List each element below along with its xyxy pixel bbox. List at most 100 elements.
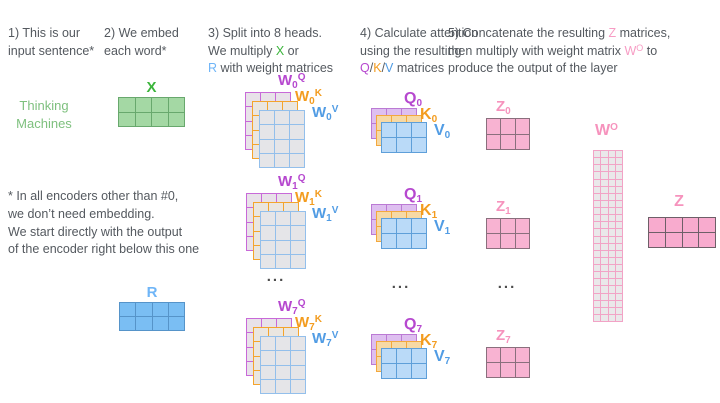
matrix-cell bbox=[608, 193, 615, 200]
matrix-cell bbox=[615, 250, 622, 257]
matrix-cell bbox=[501, 134, 515, 149]
matrix-cell bbox=[615, 222, 622, 229]
matrix-cell bbox=[291, 212, 305, 226]
matrix-cell bbox=[594, 200, 601, 207]
matrix-cell bbox=[397, 138, 411, 152]
matrix-cell bbox=[152, 112, 168, 126]
head-index: 0 bbox=[326, 112, 332, 123]
matrix-cell bbox=[601, 172, 608, 179]
w0-k-label: W0K bbox=[295, 88, 322, 107]
v7-label: V7 bbox=[434, 349, 450, 367]
matrix-cell bbox=[168, 98, 184, 112]
matrix-cell bbox=[594, 250, 601, 257]
step-2-caption: 2) We embed each word* bbox=[104, 8, 200, 60]
matrix-cell bbox=[615, 286, 622, 293]
matrix-cell bbox=[291, 226, 305, 240]
w-letter: W bbox=[278, 298, 293, 315]
k-letter: K bbox=[373, 60, 382, 75]
q1-label: Q1 bbox=[404, 186, 422, 205]
footnote-text: * In all encoders other than #0, we don’… bbox=[8, 189, 200, 257]
matrix-cell bbox=[615, 293, 622, 300]
matrix-cell bbox=[382, 123, 396, 137]
matrix-cell bbox=[608, 314, 615, 321]
x-matrix bbox=[118, 97, 185, 127]
matrix-cell bbox=[487, 234, 501, 248]
matrix-cell bbox=[261, 379, 275, 393]
o-sup: O bbox=[610, 122, 618, 133]
matrix-cell bbox=[515, 234, 529, 248]
k-sup: K bbox=[314, 88, 322, 99]
matrix-cell bbox=[601, 158, 608, 165]
matrix-cell bbox=[615, 272, 622, 279]
matrix-cell bbox=[601, 208, 608, 215]
matrix-cell bbox=[615, 158, 622, 165]
matrix-cell bbox=[136, 317, 152, 330]
w-letter: W bbox=[295, 88, 310, 105]
head-index: 0 bbox=[505, 106, 511, 117]
matrix-cell bbox=[601, 286, 608, 293]
w-letter: W bbox=[312, 330, 327, 347]
k-letter: K bbox=[420, 332, 432, 349]
r-letter: R bbox=[146, 284, 158, 301]
caption-text: with weight matrices bbox=[217, 60, 334, 75]
q7-label: Q7 bbox=[404, 317, 422, 335]
caption-text: to produce the output of the layer bbox=[448, 43, 658, 75]
v0-matrix bbox=[381, 122, 427, 153]
matrix-cell bbox=[615, 172, 622, 179]
matrix-cell bbox=[601, 222, 608, 229]
matrix-cell bbox=[119, 112, 135, 126]
matrix-cell bbox=[615, 229, 622, 236]
q-letter: Q bbox=[404, 90, 417, 107]
q-letter: Q bbox=[360, 60, 370, 75]
matrix-cell bbox=[601, 272, 608, 279]
q-sup: Q bbox=[297, 72, 306, 83]
matrix-cell bbox=[594, 265, 601, 272]
matrix-cell bbox=[291, 337, 305, 351]
matrix-cell bbox=[291, 240, 305, 254]
matrix-cell bbox=[608, 257, 615, 264]
matrix-cell bbox=[601, 179, 608, 186]
matrix-cell bbox=[412, 138, 426, 152]
matrix-cell bbox=[608, 179, 615, 186]
matrix-cell bbox=[608, 215, 615, 222]
matrix-cell bbox=[682, 233, 699, 247]
matrix-cell bbox=[501, 234, 515, 248]
x-letter: X bbox=[146, 79, 157, 96]
matrix-cell bbox=[594, 257, 601, 264]
k-letter: K bbox=[420, 106, 432, 123]
z-letter: Z bbox=[496, 198, 506, 215]
v-letter: V bbox=[434, 218, 445, 235]
matrix-cell bbox=[601, 236, 608, 243]
matrix-cell bbox=[382, 364, 396, 378]
matrix-cell bbox=[608, 186, 615, 193]
matrix-cell bbox=[608, 165, 615, 172]
matrix-cell bbox=[615, 179, 622, 186]
matrix-cell bbox=[608, 222, 615, 229]
matrix-cell bbox=[608, 172, 615, 179]
matrix-cell bbox=[487, 219, 501, 233]
w7-k-label: W7K bbox=[295, 315, 322, 333]
w1-q-label: W1Q bbox=[278, 174, 306, 192]
matrix-cell bbox=[615, 243, 622, 250]
matrix-cell bbox=[291, 351, 305, 365]
matrix-cell bbox=[615, 200, 622, 207]
matrix-cell bbox=[397, 219, 411, 233]
ellipsis-qkv-column: ... bbox=[391, 275, 411, 292]
matrix-cell bbox=[276, 240, 290, 254]
ellipsis-z-column: ... bbox=[497, 275, 517, 292]
matrix-cell bbox=[601, 165, 608, 172]
matrix-cell bbox=[601, 257, 608, 264]
matrix-cell bbox=[608, 286, 615, 293]
matrix-cell bbox=[594, 300, 601, 307]
matrix-cell bbox=[615, 265, 622, 272]
input-words-label: Thinking Machines bbox=[16, 98, 72, 132]
matrix-cell bbox=[152, 303, 168, 316]
matrix-cell bbox=[601, 265, 608, 272]
matrix-cell bbox=[594, 314, 601, 321]
matrix-cell bbox=[608, 158, 615, 165]
matrix-cell bbox=[276, 365, 290, 379]
matrix-cell bbox=[168, 317, 184, 330]
q-letter: Q bbox=[404, 186, 417, 203]
k1-label: K1 bbox=[420, 203, 437, 221]
